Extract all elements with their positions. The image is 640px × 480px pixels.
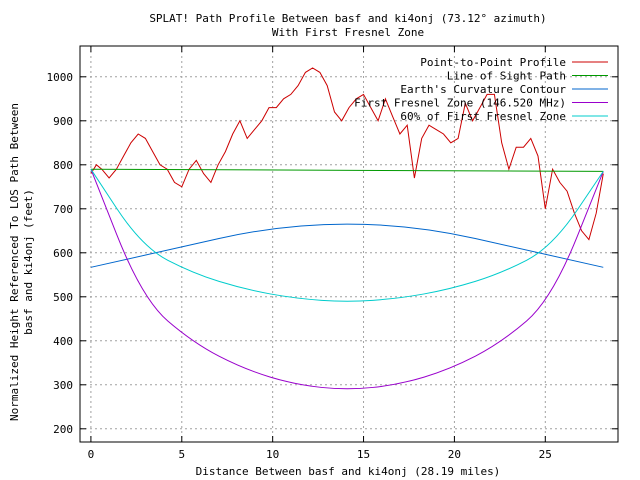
x-tick-label: 5 — [178, 448, 185, 461]
series-lines — [90, 67, 604, 390]
legend-label: Earth's Curvature Contour — [400, 83, 566, 96]
axis-ticks — [80, 46, 618, 442]
y-tick-label: 700 — [53, 203, 73, 216]
y-tick-label: 1000 — [47, 71, 74, 84]
x-tick-label: 15 — [357, 448, 370, 461]
grid-lines — [80, 46, 618, 442]
y-tick-label: 800 — [53, 159, 73, 172]
series-point-to-point-profile — [90, 67, 604, 241]
y-tick-label: 500 — [53, 291, 73, 304]
plot-frame — [79, 45, 619, 443]
series-line-of-sight-path — [90, 168, 604, 172]
legend-label: 60% of First Fresnel Zone — [400, 110, 566, 123]
x-tick-label: 25 — [539, 448, 552, 461]
legend-label: Point-to-Point Profile — [420, 56, 566, 69]
y-tick-label: 200 — [53, 423, 73, 436]
y-axis-label-line2: basf and ki4onj (feet) — [22, 189, 35, 335]
series-60-of-first-fresnel-zone — [90, 168, 604, 302]
chart-subtitle: With First Fresnel Zone — [272, 26, 424, 39]
y-tick-label: 300 — [53, 379, 73, 392]
chart-title: SPLAT! Path Profile Between basf and ki4… — [149, 12, 546, 25]
series-earth-s-curvature-contour — [90, 223, 604, 268]
y-tick-label: 600 — [53, 247, 73, 260]
legend-label: First Fresnel Zone (146.520 MHz) — [354, 97, 566, 110]
y-tick-label: 900 — [53, 115, 73, 128]
y-tick-label: 400 — [53, 335, 73, 348]
x-tick-label: 20 — [448, 448, 461, 461]
x-tick-label: 0 — [88, 448, 95, 461]
legend-label: Line of Sight Path — [447, 70, 566, 83]
x-tick-label: 10 — [266, 448, 279, 461]
x-axis-label: Distance Between basf and ki4onj (28.19 … — [196, 465, 501, 478]
y-axis-label-line1: Normalized Height Referenced To LOS Path… — [8, 103, 21, 421]
series-first-fresnel-zone-146-520-mhz — [90, 169, 604, 390]
